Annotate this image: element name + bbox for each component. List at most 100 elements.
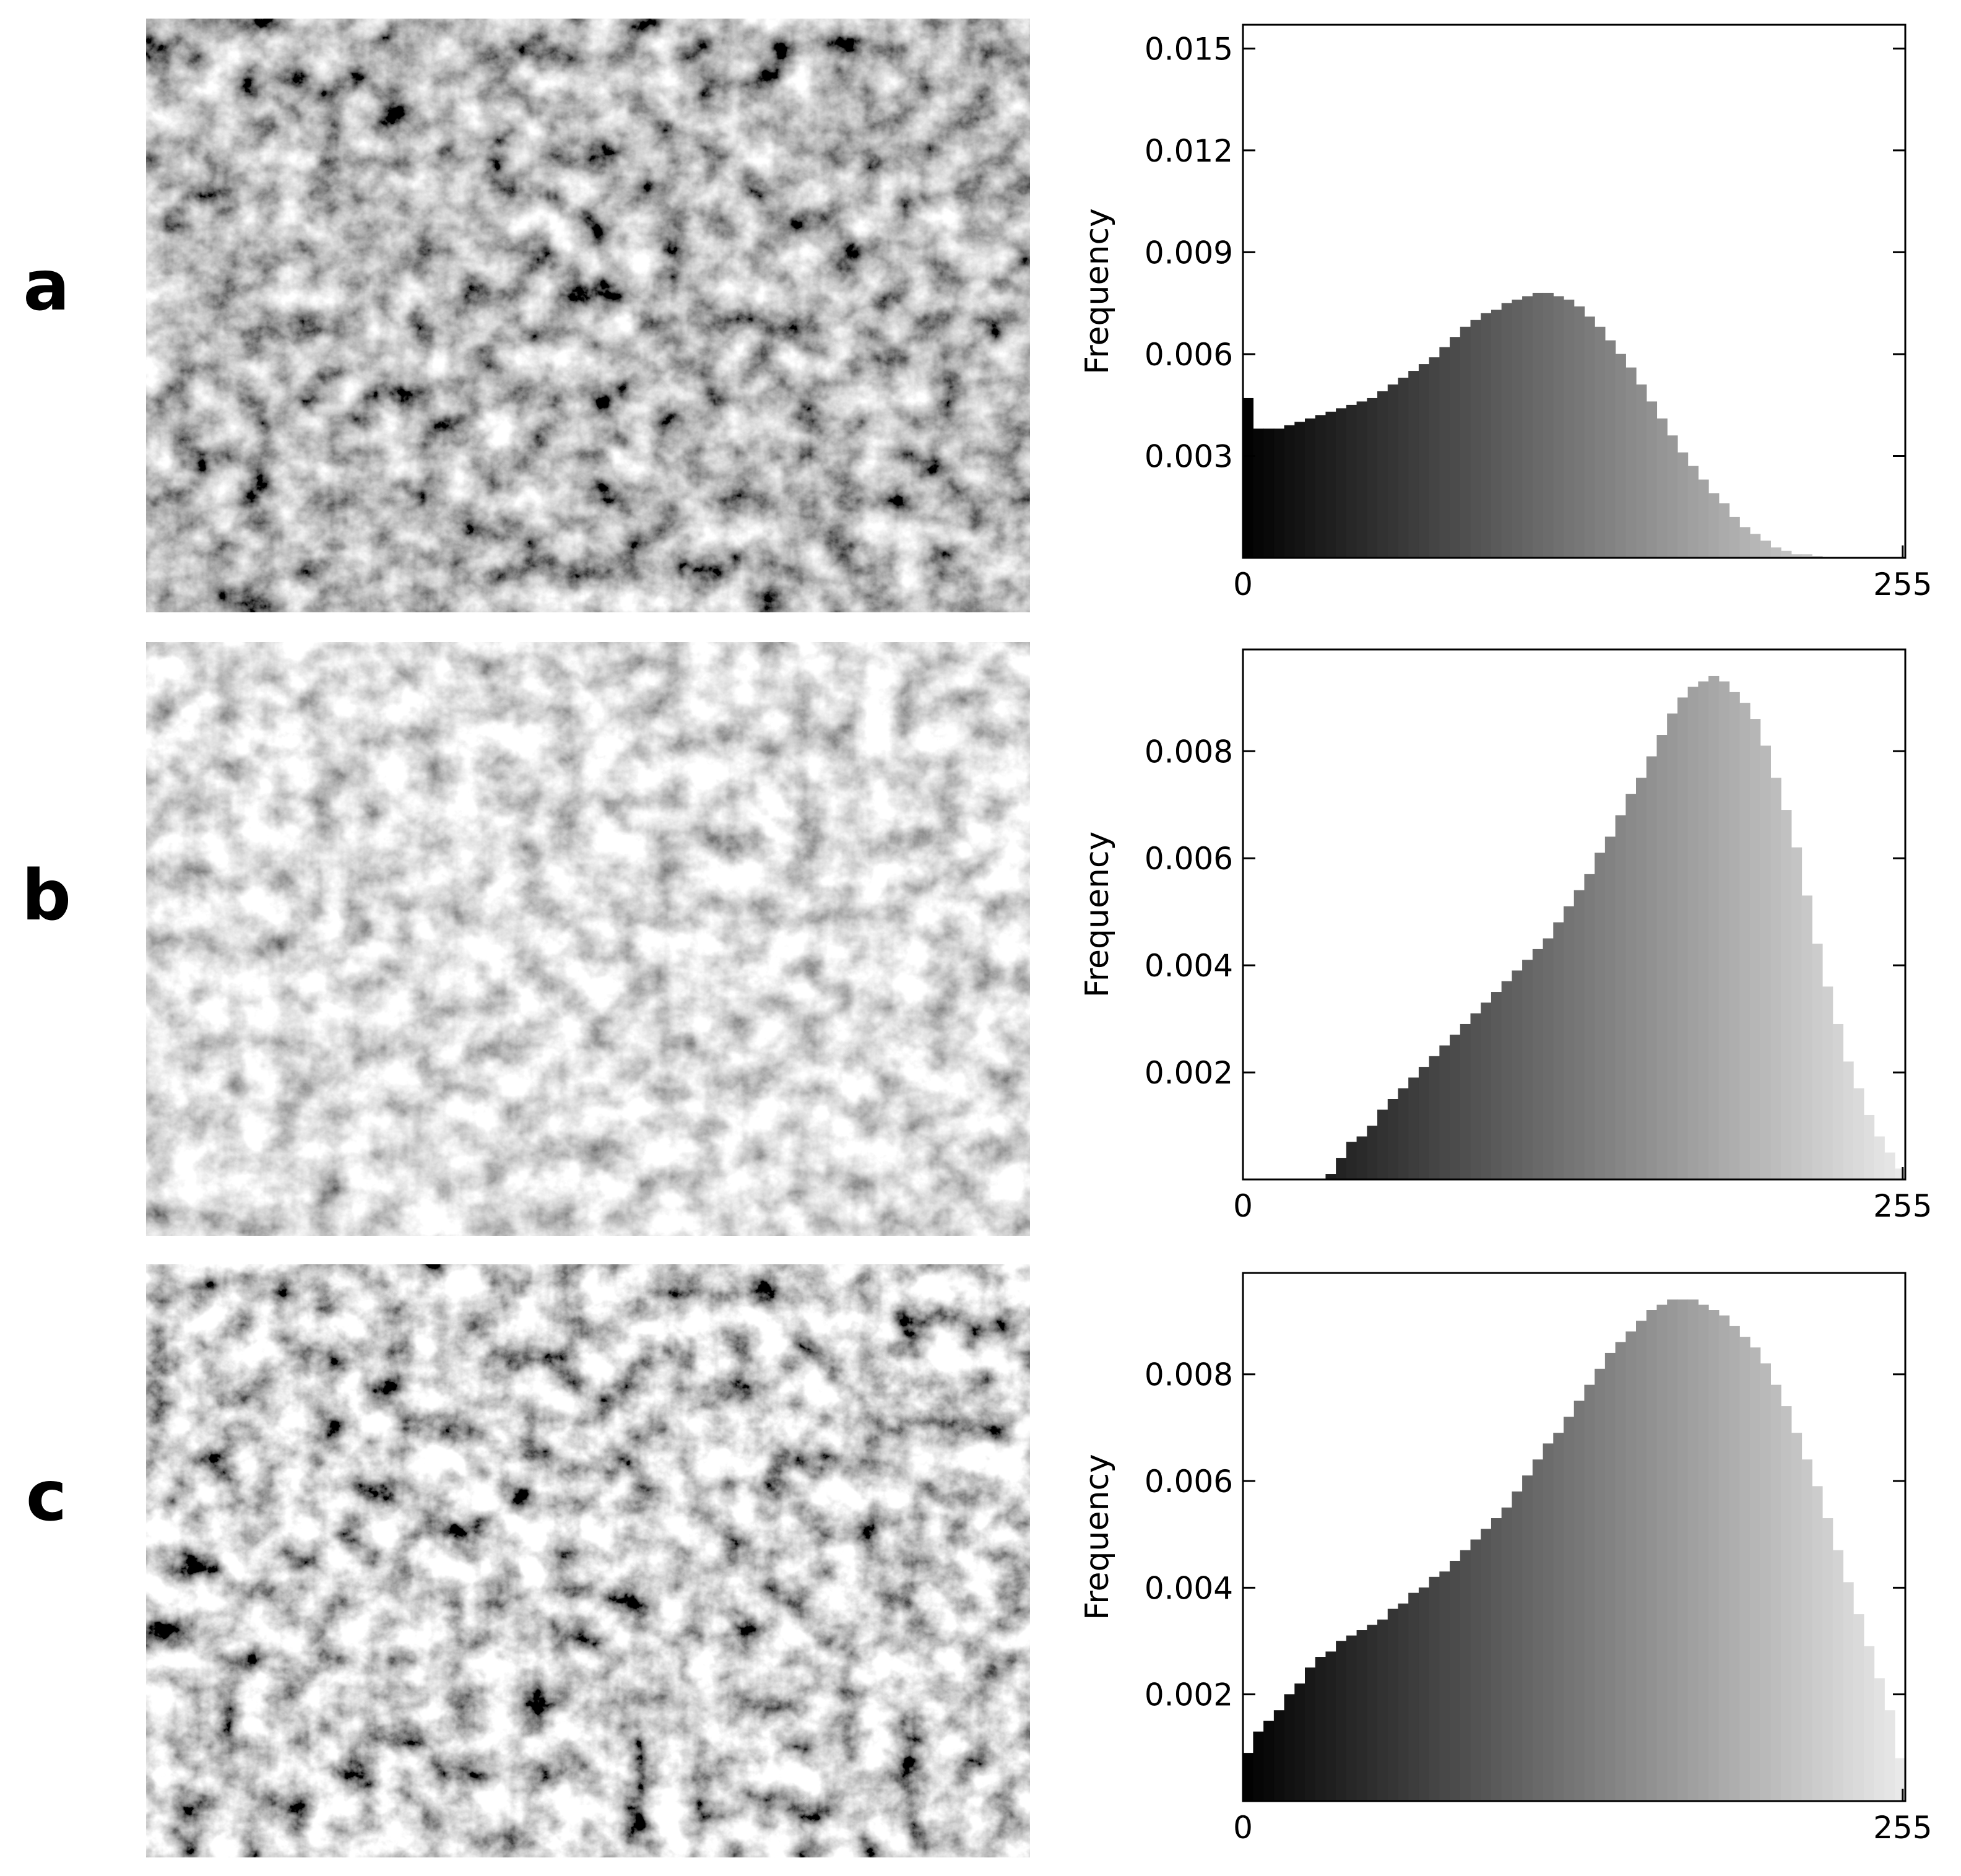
bar <box>1604 340 1616 558</box>
sem-image <box>146 19 1030 612</box>
bar <box>1894 1168 1906 1180</box>
y-tick-label: 0.009 <box>1145 235 1233 271</box>
bar <box>1604 1352 1616 1802</box>
y-tick-label: 0.006 <box>1145 1464 1233 1500</box>
bar <box>1874 1678 1885 1802</box>
y-tick-label: 0.002 <box>1145 1677 1233 1713</box>
bar <box>1853 1614 1864 1802</box>
bar <box>1801 1459 1812 1802</box>
bar <box>1822 986 1833 1180</box>
bar <box>1698 479 1709 558</box>
bar <box>1284 425 1295 558</box>
bar <box>1387 1609 1399 1802</box>
bar <box>1398 1088 1409 1180</box>
bar <box>1377 391 1388 558</box>
bar <box>1532 949 1544 1180</box>
bar <box>1832 1550 1843 1802</box>
bar <box>1574 890 1585 1180</box>
bar <box>1687 1299 1699 1802</box>
bar <box>1698 1305 1709 1802</box>
bar <box>1325 411 1336 558</box>
sem-image <box>146 1264 1030 1857</box>
bar <box>1760 541 1771 558</box>
bar <box>1760 745 1771 1180</box>
bar <box>1739 703 1751 1180</box>
bar <box>1305 1667 1316 1802</box>
bar <box>1512 970 1523 1180</box>
bar <box>1656 1305 1668 1802</box>
bar <box>1543 1443 1554 1802</box>
bar <box>1884 1710 1895 1802</box>
bar <box>1708 493 1720 558</box>
bar <box>1253 428 1264 558</box>
y-tick-label: 0.006 <box>1145 337 1233 373</box>
y-tick-label: 0.002 <box>1145 1055 1233 1091</box>
bar <box>1439 1045 1450 1180</box>
bar <box>1242 397 1254 558</box>
bar <box>1356 401 1367 558</box>
bar <box>1367 397 1378 558</box>
bar <box>1636 384 1647 558</box>
bar <box>1543 938 1554 1180</box>
bar <box>1294 422 1305 558</box>
bar <box>1708 675 1720 1180</box>
bar <box>1884 1152 1895 1180</box>
bar <box>1418 1067 1430 1180</box>
bar <box>1273 428 1285 558</box>
bar <box>1729 516 1740 558</box>
bar <box>1595 853 1606 1180</box>
bar <box>1346 1635 1357 1802</box>
bar <box>1615 1342 1626 1802</box>
bar <box>1294 1683 1305 1802</box>
bar <box>1450 1560 1461 1802</box>
bar <box>1429 1576 1440 1802</box>
bar <box>1812 944 1823 1180</box>
bar <box>1656 418 1668 558</box>
y-tick-label: 0.012 <box>1145 133 1233 169</box>
bar <box>1543 292 1554 558</box>
bar <box>1781 550 1792 558</box>
bar <box>1615 354 1626 558</box>
bar <box>1450 1035 1461 1180</box>
bar <box>1739 1337 1751 1802</box>
bar <box>1677 452 1689 558</box>
y-tick-label: 0.008 <box>1145 734 1233 770</box>
bar <box>1770 778 1781 1180</box>
bar <box>1584 874 1595 1180</box>
y-tick-label: 0.003 <box>1145 438 1233 474</box>
bar <box>1501 981 1512 1180</box>
bar <box>1863 1646 1875 1802</box>
y-tick-label: 0.008 <box>1145 1357 1233 1393</box>
bar <box>1843 1582 1854 1802</box>
bar <box>1646 756 1658 1180</box>
bar <box>1553 1433 1564 1802</box>
x-tick-label: 255 <box>1873 1810 1932 1846</box>
bar <box>1749 719 1761 1180</box>
panel-label: a <box>23 246 70 326</box>
bar <box>1791 1433 1803 1802</box>
bar <box>1595 326 1606 558</box>
bar <box>1336 1158 1347 1180</box>
bar <box>1315 415 1327 558</box>
bar <box>1501 1507 1512 1802</box>
bar <box>1522 296 1533 558</box>
bar <box>1667 713 1678 1180</box>
bar <box>1470 319 1481 558</box>
bar <box>1667 1299 1678 1802</box>
plot-frame <box>1242 1272 1907 1802</box>
panel-label: b <box>22 856 71 936</box>
bar <box>1470 1013 1481 1180</box>
bar <box>1843 1061 1854 1180</box>
bar <box>1646 1310 1658 1802</box>
bar <box>1273 1710 1285 1802</box>
bar <box>1584 1384 1595 1802</box>
bar <box>1563 906 1575 1180</box>
bar <box>1512 299 1523 558</box>
bar <box>1450 337 1461 558</box>
bar <box>1853 1088 1864 1180</box>
bar <box>1574 306 1585 558</box>
bar <box>1491 310 1502 558</box>
bar <box>1770 1384 1781 1802</box>
bar <box>1532 1459 1544 1802</box>
bar <box>1532 292 1544 558</box>
